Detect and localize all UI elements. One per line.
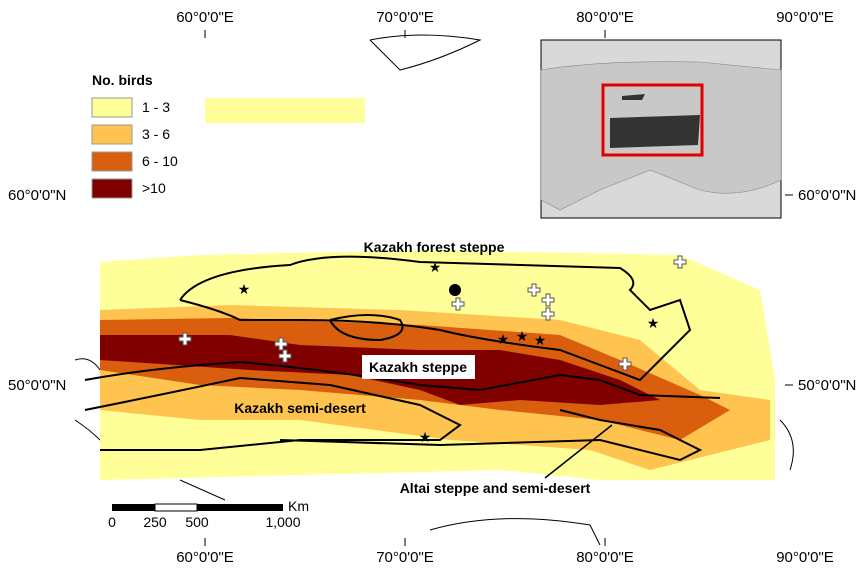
region-outline — [179, 255, 692, 382]
lon-label: 60°0'0"E — [176, 9, 234, 26]
region-outline — [279, 409, 703, 462]
region-outlines — [84, 255, 721, 462]
region-outline — [84, 360, 721, 399]
scale-seg — [197, 504, 283, 511]
star: ★ — [238, 281, 251, 297]
region-label: Kazakh steppe — [369, 359, 467, 375]
coast — [74, 358, 101, 371]
cross — [541, 293, 555, 307]
legend-label: 3 - 6 — [142, 126, 170, 142]
cross — [451, 297, 465, 311]
legend-swatch — [91, 151, 133, 172]
lat-label: 60°0'0"N — [8, 187, 66, 204]
legend-title: No. birds — [92, 72, 153, 88]
lat-label: 50°0'0"N — [8, 377, 66, 394]
lon-label: 90°0'0"E — [776, 9, 834, 26]
cross — [541, 307, 555, 321]
legend-label: 6 - 10 — [142, 153, 178, 169]
lat-label: 50°0'0"N — [798, 377, 856, 394]
region-label: Kazakh forest steppe — [364, 239, 505, 255]
lon-label: 60°0'0"E — [176, 549, 234, 566]
cross — [278, 349, 292, 363]
coast — [179, 479, 226, 501]
coast — [369, 34, 482, 71]
coast — [74, 419, 101, 441]
legend-label: >10 — [142, 180, 166, 196]
legend-swatch — [91, 97, 133, 118]
pointer — [544, 424, 613, 479]
star: ★ — [497, 331, 510, 347]
crosses — [178, 255, 687, 371]
coast — [429, 518, 601, 546]
star: ★ — [419, 429, 432, 445]
scale-label: 500 — [185, 514, 209, 530]
cross — [673, 255, 687, 269]
region-outline — [329, 314, 404, 342]
lon-label: 80°0'0"E — [576, 549, 634, 566]
inset-extent — [601, 83, 704, 157]
scale-bar: Km 0 250 500 1,000 — [108, 498, 309, 530]
star: ★ — [647, 315, 660, 331]
coast — [779, 419, 794, 471]
star: ★ — [516, 328, 529, 344]
inset-map — [540, 39, 782, 219]
graticule-ticks — [204, 30, 793, 546]
scale-unit: Km — [288, 498, 309, 514]
legend-swatch — [91, 124, 133, 145]
region-label: Kazakh semi-desert — [234, 400, 366, 416]
sightings: ★ ★ ★ ★ ★ ★ ★ — [178, 255, 687, 445]
region-label: Altai steppe and semi-desert — [400, 480, 591, 496]
label-box — [362, 355, 475, 379]
cross — [618, 357, 632, 371]
lon-label: 70°0'0"E — [376, 549, 434, 566]
lon-label: 90°0'0"E — [776, 549, 834, 566]
scale-seg — [112, 504, 155, 511]
coastlines — [74, 34, 794, 546]
inset-range — [622, 94, 645, 100]
star: ★ — [429, 259, 442, 275]
scale-label: 1,000 — [265, 514, 300, 530]
lat-label: 60°0'0"N — [798, 187, 856, 204]
cross — [527, 283, 541, 297]
star: ★ — [534, 332, 547, 348]
legend: 1 - 3 3 - 6 6 - 10 >10 — [91, 97, 178, 199]
scale-seg — [154, 503, 198, 512]
region-outline — [84, 376, 462, 451]
cell-area — [205, 98, 365, 123]
lon-label: 80°0'0"E — [576, 9, 634, 26]
inset-range — [610, 115, 700, 148]
scale-label: 250 — [143, 514, 167, 530]
scale-label: 0 — [108, 514, 116, 530]
lon-label: 70°0'0"E — [376, 9, 434, 26]
dot — [449, 284, 461, 296]
legend-label: 1 - 3 — [142, 99, 170, 115]
legend-swatch — [91, 178, 133, 199]
cross — [178, 332, 192, 346]
